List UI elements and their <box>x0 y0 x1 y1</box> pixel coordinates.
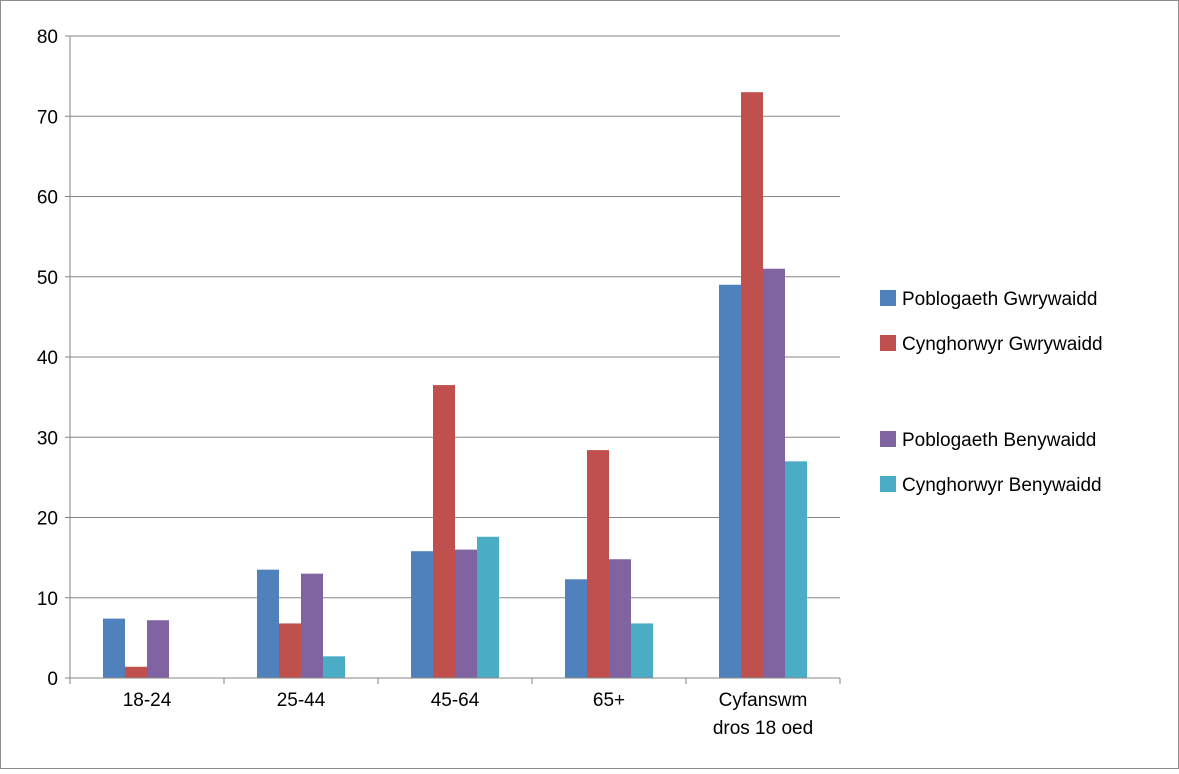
legend-label-1: Cynghorwyr Gwrywaidd <box>902 334 1103 355</box>
y-tick-label: 70 <box>37 107 58 128</box>
y-tick-label: 60 <box>37 188 58 209</box>
y-tick-label: 0 <box>47 669 58 690</box>
legend-swatch-3 <box>880 476 896 492</box>
x-tick-label: 25-44 <box>277 690 326 711</box>
y-tick-label: 30 <box>37 428 58 449</box>
bar-0-0 <box>103 618 125 678</box>
gridlines <box>70 35 840 599</box>
bar-2-0 <box>147 620 169 678</box>
bar-0-2 <box>411 551 433 678</box>
bar-3-2 <box>477 536 499 678</box>
bar-0-3 <box>565 579 587 678</box>
bar-2-3 <box>609 559 631 678</box>
bar-1-0 <box>125 666 147 678</box>
bars <box>103 92 807 679</box>
x-tick-labels: 18-24 25-44 45-64 65+ Cyfanswm dros 18 oed <box>123 690 813 739</box>
bar-2-4 <box>763 268 785 678</box>
legend-label-3: Cynghorwyr Benywaidd <box>902 475 1102 496</box>
bar-1-2 <box>433 385 455 678</box>
bar-2-1 <box>301 573 323 678</box>
legend-label-2: Poblogaeth Benywaidd <box>902 430 1096 451</box>
bar-2-2 <box>455 549 477 678</box>
bar-3-1 <box>323 656 345 678</box>
x-tick-label: dros 18 oed <box>713 718 813 739</box>
x-tick-label: Cyfanswm <box>719 690 808 711</box>
bar-3-4 <box>785 461 807 678</box>
bar-1-1 <box>279 623 301 678</box>
y-tick-label: 40 <box>37 348 58 369</box>
x-tick-label: 65+ <box>593 690 625 711</box>
bar-3-3 <box>631 623 653 678</box>
axes <box>65 35 841 684</box>
y-tick-labels: 0 10 20 30 40 50 60 70 80 <box>37 27 58 690</box>
legend-swatch-1 <box>880 335 896 351</box>
y-tick-label: 50 <box>37 268 58 289</box>
x-tick-label: 45-64 <box>431 690 480 711</box>
bar-0-4 <box>719 284 741 678</box>
y-tick-label: 10 <box>37 589 58 610</box>
legend: Poblogaeth Gwrywaidd Cynghorwyr Gwrywaidd… <box>880 289 1103 496</box>
legend-label-0: Poblogaeth Gwrywaidd <box>902 289 1097 310</box>
bar-1-4 <box>741 92 763 679</box>
bar-1-3 <box>587 450 609 678</box>
legend-swatch-2 <box>880 431 896 447</box>
x-tick-label: 18-24 <box>123 690 172 711</box>
legend-swatch-0 <box>880 290 896 306</box>
bar-0-1 <box>257 569 279 678</box>
y-tick-label: 80 <box>37 27 58 48</box>
y-tick-label: 20 <box>37 509 58 530</box>
